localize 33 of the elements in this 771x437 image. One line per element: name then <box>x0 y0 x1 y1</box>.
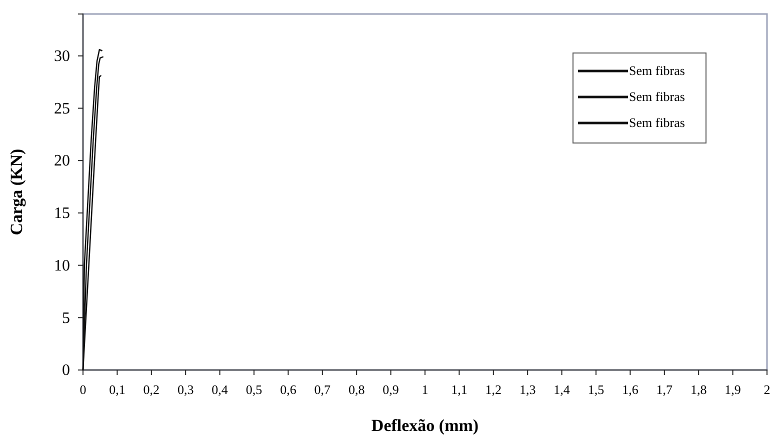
x-tick-label: 2 <box>764 382 770 398</box>
x-tick-label: 1,1 <box>451 382 468 398</box>
y-tick-label: 0 <box>62 362 70 380</box>
x-tick-label: 0,6 <box>280 382 297 398</box>
x-axis-title: Deflexão (mm) <box>371 416 479 435</box>
x-tick-label: 1,3 <box>519 382 536 398</box>
x-tick-label: 0,4 <box>212 382 228 398</box>
x-tick-label: 1,6 <box>622 382 639 398</box>
y-tick-label: 25 <box>54 100 70 118</box>
x-tick-label: 1,8 <box>690 382 707 398</box>
x-tick-label: 0,1 <box>109 382 126 398</box>
x-tick-label: 1,2 <box>485 382 502 398</box>
x-tick-label: 1,7 <box>656 382 674 398</box>
y-tick-label: 20 <box>54 152 70 170</box>
x-tick-label: 1 <box>422 382 428 398</box>
y-axis-title: Carga (KN) <box>7 148 26 236</box>
legend-label: Sem fibras <box>629 63 685 78</box>
y-tick-label: 5 <box>62 310 70 327</box>
x-tick-label: 0,9 <box>382 382 399 398</box>
x-tick-label: 0,2 <box>143 382 160 398</box>
x-tick-label: 1,9 <box>724 382 741 398</box>
legend-label: Sem fibras <box>629 89 685 104</box>
x-tick-label: 0,3 <box>177 382 194 398</box>
x-tick-label: 0,5 <box>246 382 262 398</box>
y-tick-label: 10 <box>54 257 70 274</box>
x-tick-label: 0 <box>80 382 86 398</box>
y-tick-label: 15 <box>54 205 70 222</box>
x-tick-label: 0,7 <box>314 382 332 398</box>
x-tick-label: 1,4 <box>554 382 570 398</box>
x-tick-label: 0,8 <box>348 382 365 398</box>
x-tick-label: 1,5 <box>588 382 604 398</box>
y-tick-label: 30 <box>54 48 70 65</box>
legend-label: Sem fibras <box>629 115 685 130</box>
